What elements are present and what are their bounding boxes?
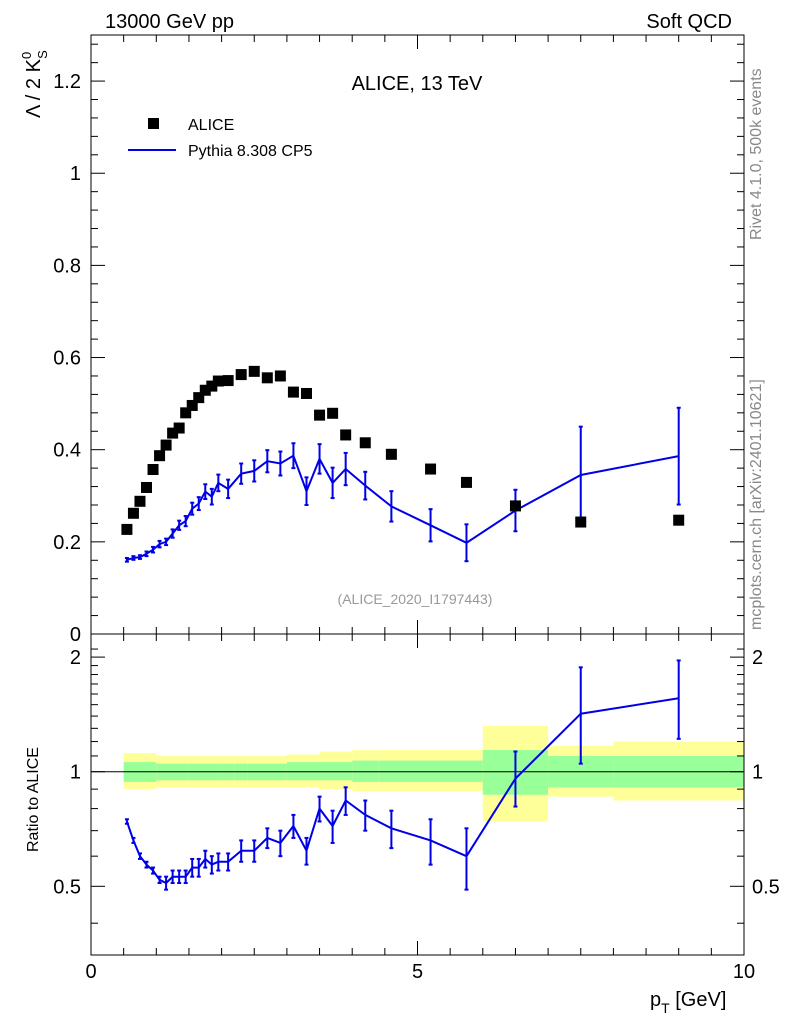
data-point <box>509 500 521 512</box>
ratio-panel: 0 5 10 0.5 0.5 1 1 2 2 <box>53 633 780 983</box>
x-axis-label: pT [GeV] <box>650 989 726 1016</box>
data-point <box>212 375 224 387</box>
data-point <box>186 399 198 411</box>
y-tick-label: 0 <box>70 624 81 646</box>
data-point <box>127 507 139 519</box>
data-point <box>300 387 312 399</box>
data-point <box>575 516 587 528</box>
data-point <box>261 372 273 384</box>
x-tick-label: 5 <box>412 961 423 983</box>
y-axis-label-sup: 0 <box>19 52 34 59</box>
x-axis-label-unit: [GeV] <box>670 989 727 1011</box>
main-panel: 0 0.2 0.4 0.6 0.8 1 1.2 <box>53 34 745 955</box>
data-point <box>147 464 159 476</box>
data-point <box>248 365 260 377</box>
ratio-y-tick-label-right: 0.5 <box>752 876 780 898</box>
y-tick-label: 0.4 <box>53 440 81 462</box>
data-point <box>425 463 437 475</box>
ratio-frame <box>90 633 745 956</box>
ratio-y-tick-label: 1 <box>70 762 81 784</box>
ratio-y-tick-label: 2 <box>70 647 81 669</box>
data-point <box>314 409 326 421</box>
y-tick-label: 1 <box>70 163 81 185</box>
data-point <box>385 448 397 460</box>
ratio-y-tick-label-right: 2 <box>752 647 763 669</box>
reference-name: (ALICE_2020_I1797443) <box>338 591 493 607</box>
data-point <box>287 386 299 398</box>
rivet-label: Rivet 4.1.0, 500k events <box>748 68 765 240</box>
mcplots-label: mcplots.cern.ch [arXiv:2401.10621] <box>748 379 765 630</box>
data-point <box>460 476 472 488</box>
data-point <box>274 370 286 382</box>
legend-data-marker <box>148 118 159 129</box>
ratio-y-tick-label-right: 1 <box>752 762 763 784</box>
mc-line <box>126 454 679 561</box>
y-tick-label: 0.6 <box>53 348 81 370</box>
legend: ALICE Pythia 8.308 CP5 <box>128 117 313 160</box>
data-point <box>327 407 339 419</box>
ratio-y-axis-label: Ratio to ALICE <box>25 747 42 852</box>
data-point <box>141 481 153 493</box>
data-point <box>160 439 172 451</box>
y-axis-label-main: Λ / 2 K <box>23 58 45 118</box>
data-point <box>673 514 685 526</box>
x-tick-label: 0 <box>85 961 96 983</box>
ratio-y-tick-label: 0.5 <box>53 876 81 898</box>
data-point <box>359 437 371 449</box>
data-point <box>206 380 218 392</box>
header-left: 13000 GeV pp <box>105 11 234 33</box>
data-point <box>173 422 185 434</box>
x-tick-label: 10 <box>733 961 755 983</box>
y-tick-label: 0.8 <box>53 255 81 277</box>
band-inner <box>319 762 353 781</box>
legend-mc-label: Pythia 8.308 CP5 <box>188 143 313 160</box>
data-point <box>167 427 179 439</box>
data-point <box>193 392 205 404</box>
data-point <box>134 495 146 507</box>
y-tick-label: 1.2 <box>53 71 81 93</box>
header-right: Soft QCD <box>646 11 732 33</box>
y-axis-label: Λ / 2 K0S <box>19 50 50 118</box>
x-axis-label-main: p <box>650 989 661 1011</box>
data-point <box>199 384 211 396</box>
y-axis-label-sub: S <box>35 50 50 59</box>
data-point <box>180 407 192 419</box>
ratio-line <box>125 697 679 885</box>
data-point <box>154 450 166 462</box>
x-axis-label-sub: T <box>661 1000 670 1016</box>
legend-data-label: ALICE <box>188 117 234 134</box>
band-inner <box>286 762 320 781</box>
data-point <box>121 523 133 535</box>
data-point <box>222 375 234 387</box>
y-tick-label: 0.2 <box>53 532 81 554</box>
data-point <box>340 429 352 441</box>
plot-title: ALICE, 13 TeV <box>352 73 483 95</box>
data-point <box>235 369 247 381</box>
